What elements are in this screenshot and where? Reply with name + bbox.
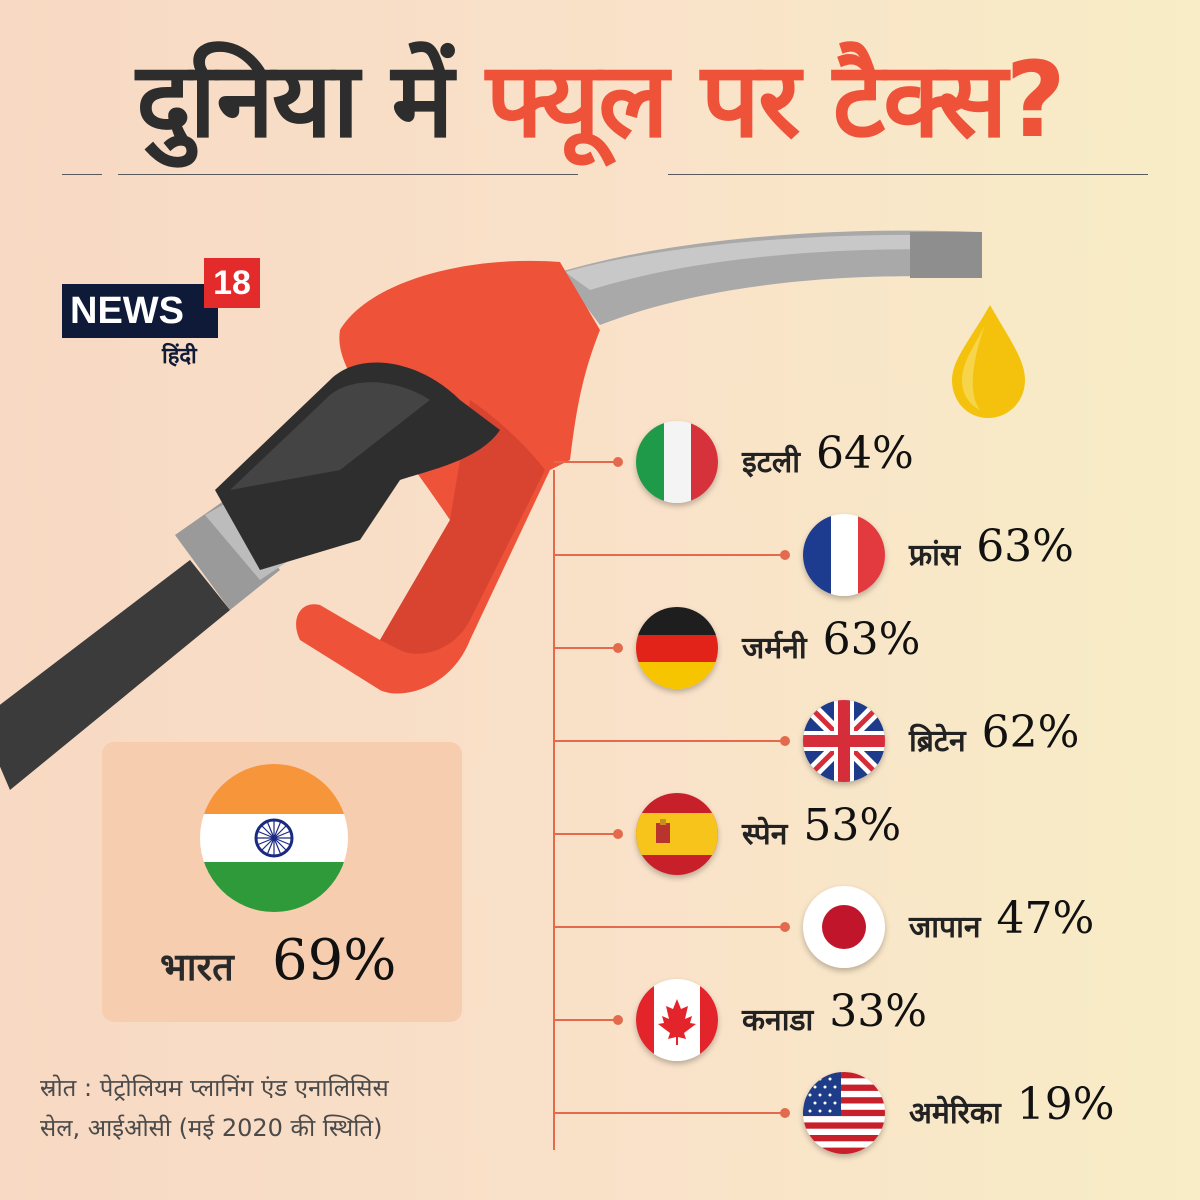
country-tax-value: 62% (981, 707, 1080, 758)
connector-line (554, 1112, 785, 1114)
connector-line (554, 461, 618, 463)
india-flag-icon (200, 764, 348, 912)
country-name: जर्मनी (742, 631, 807, 666)
canada-flag-icon (636, 979, 718, 1061)
italy-flag-icon (636, 421, 718, 503)
title-rule-left (62, 174, 102, 175)
country-name: स्पेन (742, 817, 788, 852)
japan-flag-icon (803, 886, 885, 968)
spain-flag-icon (636, 793, 718, 875)
country-name: ब्रिटेन (909, 724, 966, 759)
connector-line (554, 554, 785, 556)
country-name: फ्रांस (909, 538, 961, 573)
country-tax-value: 33% (829, 986, 928, 1037)
usa-flag-icon (803, 1072, 885, 1154)
country-tax-value: 63% (976, 521, 1074, 572)
title-rule-right (668, 174, 1148, 175)
connector-dot (613, 457, 623, 467)
germany-flag-icon (636, 607, 718, 689)
india-value: 69% (272, 928, 397, 993)
connector-dot (780, 922, 790, 932)
title-part-2: फ्यूल पर टैक्स? (485, 39, 1066, 161)
logo-subtitle: हिंदी (162, 344, 197, 369)
country-tax-value: 47% (996, 893, 1095, 944)
india-label: भारत (160, 945, 234, 989)
country-tax-value: 53% (803, 800, 902, 851)
country-tax-value: 63% (822, 614, 921, 665)
tree-trunk-line (553, 470, 555, 1150)
nozzle-handle-icon (215, 362, 500, 570)
logo-18-badge: 18 (204, 258, 260, 308)
connector-line (554, 1019, 618, 1021)
country-tax-value: 19% (1016, 1079, 1115, 1130)
source-note: स्रोत : पेट्रोलियम प्लानिंग एंड एनालिसिस… (40, 1068, 540, 1148)
connector-dot (780, 736, 790, 746)
france-flag-icon (803, 514, 885, 596)
connector-line (554, 833, 618, 835)
page-title: दुनिया में फ्यूल पर टैक्स? (0, 30, 1200, 170)
country-name: जापान (909, 910, 981, 945)
news18-logo: NEWS 18 हिंदी (62, 258, 262, 369)
country-name: कनाडा (742, 1003, 814, 1038)
title-rule-middle (118, 174, 578, 175)
connector-dot (780, 1108, 790, 1118)
connector-dot (780, 550, 790, 560)
connector-dot (613, 829, 623, 839)
hose-icon (0, 560, 230, 790)
source-line-2: सेल, आईओसी (मई 2020 की स्थिति) (40, 1114, 383, 1142)
nozzle-collar-icon (175, 500, 280, 610)
uk-flag-icon (803, 700, 885, 782)
fuel-drop-icon (952, 305, 1025, 418)
title-part-1: दुनिया में (136, 39, 454, 161)
connector-line (554, 926, 785, 928)
logo-news-text: NEWS (62, 284, 218, 338)
connector-line (554, 647, 618, 649)
country-name: अमेरिका (909, 1096, 1001, 1131)
country-name: इटली (742, 445, 800, 480)
country-tax-value: 64% (815, 428, 914, 479)
connector-dot (613, 643, 623, 653)
connector-line (554, 740, 785, 742)
source-line-1: स्रोत : पेट्रोलियम प्लानिंग एंड एनालिसिस (40, 1074, 389, 1102)
connector-dot (613, 1015, 623, 1025)
